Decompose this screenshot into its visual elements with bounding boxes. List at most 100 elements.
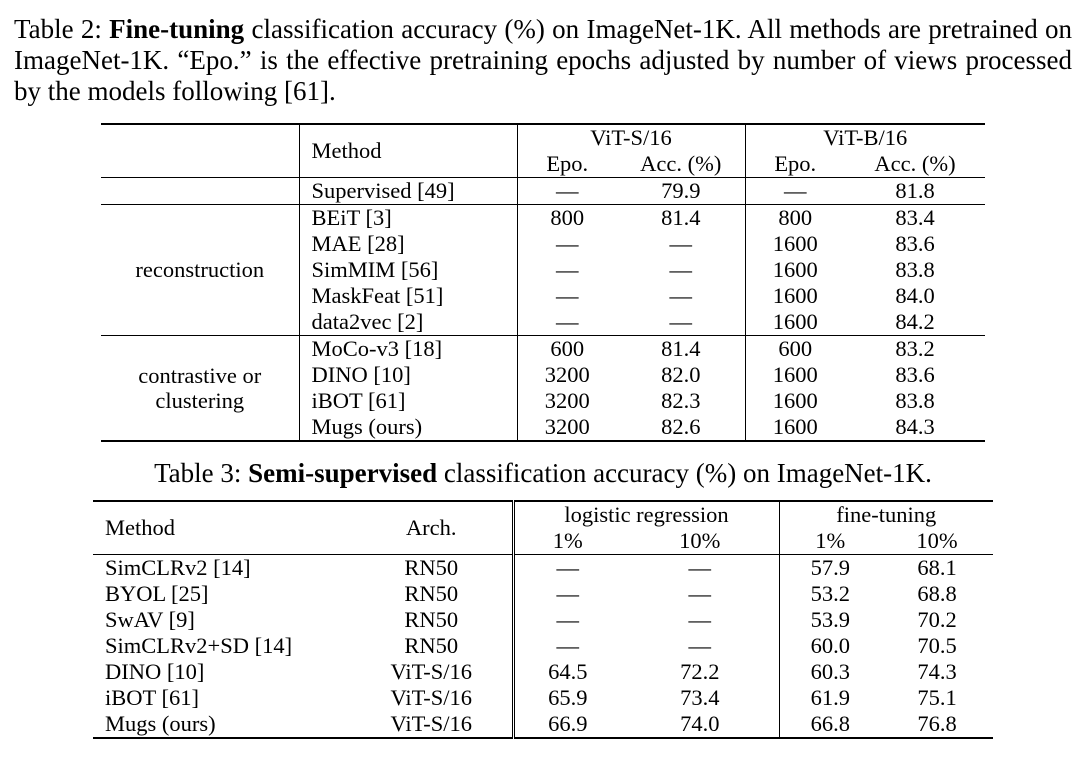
value-cell: 60.3 <box>778 659 881 685</box>
accuracy-cell: 81.4 <box>617 204 745 231</box>
value-cell: 70.2 <box>917 607 957 632</box>
group-cell-reconstruction: reconstruction <box>101 204 300 336</box>
epochs-cell: — <box>744 177 845 205</box>
accuracy-cell: 84.3 <box>895 414 935 439</box>
epochs-cell: 3200 <box>516 388 617 414</box>
table-row: contrastive or clustering MoCo-v3 [18] 6… <box>101 335 985 441</box>
table2-group-column-header <box>101 124 300 178</box>
table2-col-header-epo-s: Epo. <box>516 151 617 178</box>
method-cell: iBOT [61] <box>105 685 199 710</box>
value-cell: 76.8 <box>917 711 957 736</box>
accuracy-cell: 83.2 <box>845 335 985 362</box>
table-row: MaskFeat [51] — — 1600 84.0 <box>101 283 985 309</box>
value-cell: 72.2 <box>680 659 720 684</box>
paper-page: Table 2: Fine-tuning classification accu… <box>13 14 1073 739</box>
epochs-cell: 1600 <box>744 414 845 441</box>
method-cell: MoCo-v3 [18] <box>299 335 517 362</box>
epochs-cell: 3200 <box>516 362 617 388</box>
table3-header: Method Arch. logistic regression fine-tu… <box>93 501 993 555</box>
table3-col-header-logistic-regression: logistic regression <box>511 501 779 528</box>
arch-cell: ViT-S/16 <box>390 685 473 710</box>
value-cell: 68.1 <box>881 554 993 581</box>
accuracy-cell: 83.6 <box>895 362 935 387</box>
table2-col-header-acc-s: Acc. (%) <box>640 151 722 176</box>
value-cell: 75.1 <box>917 685 957 710</box>
accuracy-cell: 82.6 <box>661 414 701 439</box>
accuracy-cell: — <box>669 309 693 334</box>
value-cell: 66.9 <box>511 711 621 738</box>
table2-col-header-acc-b: Acc. (%) <box>874 151 956 176</box>
arch-cell: RN50 <box>404 633 459 658</box>
value-cell: — <box>621 554 779 581</box>
table2-col-header-method: Method <box>311 138 382 163</box>
epochs-cell: — <box>516 309 617 336</box>
accuracy-cell: 81.8 <box>845 177 985 205</box>
table3-col-header-lr-10pct: 10% <box>679 528 721 553</box>
value-cell: — <box>511 554 621 581</box>
method-cell: BEiT [3] <box>299 204 517 231</box>
epochs-cell: 1600 <box>744 309 845 336</box>
table2-caption-text: classification accuracy (%) on ImageNet-… <box>14 14 1072 106</box>
value-cell: — <box>511 633 621 659</box>
method-cell: MAE [28] <box>311 231 405 256</box>
arch-cell: ViT-S/16 <box>390 659 473 684</box>
table-row: SimMIM [56] — — 1600 83.8 <box>101 257 985 283</box>
table3-col-header-arch: Arch. <box>405 515 457 540</box>
table-row: SwAV [9] RN50 — — 53.9 70.2 <box>93 607 993 633</box>
accuracy-cell: 84.0 <box>895 283 935 308</box>
table2-header: Method ViT-S/16 ViT-B/16 Epo. Acc. (%) E… <box>101 124 985 178</box>
table-row: BYOL [25] RN50 — — 53.2 68.8 <box>93 581 993 607</box>
accuracy-cell: 81.4 <box>617 335 745 362</box>
table-row-mugs: Mugs (ours) 3200 82.6 1600 84.3 <box>101 414 985 441</box>
table-row: SimCLRv2+SD [14] RN50 — — 60.0 70.5 <box>93 633 993 659</box>
method-cell: data2vec [2] <box>311 309 424 334</box>
table-row: DINO [10] ViT-S/16 64.5 72.2 60.3 74.3 <box>93 659 993 685</box>
epochs-cell: 1600 <box>744 388 845 414</box>
table3-caption-label: Table 3: <box>154 458 249 488</box>
epochs-cell: 1600 <box>744 257 845 283</box>
arch-cell: RN50 <box>404 581 459 606</box>
value-cell: — <box>511 581 621 607</box>
group-cell-contrastive: contrastive or clustering <box>101 335 300 441</box>
table3-col-header-finetuning: fine-tuning <box>778 501 993 528</box>
table2-col-header-vit-b16: ViT-B/16 <box>744 124 985 151</box>
table3-col-header-ft-1pct: 1% <box>778 528 881 555</box>
table-row: data2vec [2] — — 1600 84.2 <box>101 309 985 336</box>
accuracy-cell: 84.2 <box>895 309 935 334</box>
value-cell: 61.9 <box>778 685 881 711</box>
table-row-mugs: Mugs (ours) ViT-S/16 66.9 74.0 66.8 76.8 <box>93 711 993 738</box>
method-cell: BYOL [25] <box>105 581 209 606</box>
method-cell: SimCLRv2+SD [14] <box>105 633 293 658</box>
epochs-cell: — <box>516 283 617 309</box>
table-row: Supervised [49] — 79.9 — 81.8 <box>101 177 985 205</box>
value-cell: 74.0 <box>680 711 720 736</box>
accuracy-cell: — <box>669 231 693 256</box>
table2-caption-term: Fine-tuning <box>109 14 245 44</box>
epochs-cell: — <box>516 177 617 205</box>
arch-cell: ViT-S/16 <box>390 711 473 736</box>
method-cell: Supervised [49] <box>299 177 517 205</box>
value-cell: 57.9 <box>778 554 881 581</box>
epochs-cell: 600 <box>744 335 845 362</box>
table3-header-row-2: 1% 10% 1% 10% <box>93 528 993 555</box>
table2-header-row-2: Epo. Acc. (%) Epo. Acc. (%) <box>101 151 985 178</box>
accuracy-cell: — <box>669 283 693 308</box>
arch-cell: RN50 <box>404 607 459 632</box>
table2-header-row-1: Method ViT-S/16 ViT-B/16 <box>101 124 985 178</box>
value-cell: 68.8 <box>917 581 957 606</box>
value-cell: 70.5 <box>917 633 957 658</box>
accuracy-cell: 79.9 <box>617 177 745 205</box>
table-row: DINO [10] 3200 82.0 1600 83.6 <box>101 362 985 388</box>
value-cell: — <box>688 633 712 658</box>
epochs-cell: 1600 <box>744 231 845 257</box>
table3-caption-term: Semi-supervised <box>248 458 438 488</box>
value-cell: — <box>688 581 712 606</box>
value-cell: — <box>688 607 712 632</box>
table3-col-header-method: Method <box>105 515 175 540</box>
table2-caption-label: Table 2: <box>14 14 110 44</box>
method-cell: Mugs (ours) <box>105 711 216 736</box>
method-cell: SwAV [9] <box>105 607 195 632</box>
table3-caption: Table 3: Semi-supervised classification … <box>13 458 1073 489</box>
accuracy-cell: 83.4 <box>845 204 985 231</box>
table2-col-header-vit-s16: ViT-S/16 <box>516 124 745 151</box>
